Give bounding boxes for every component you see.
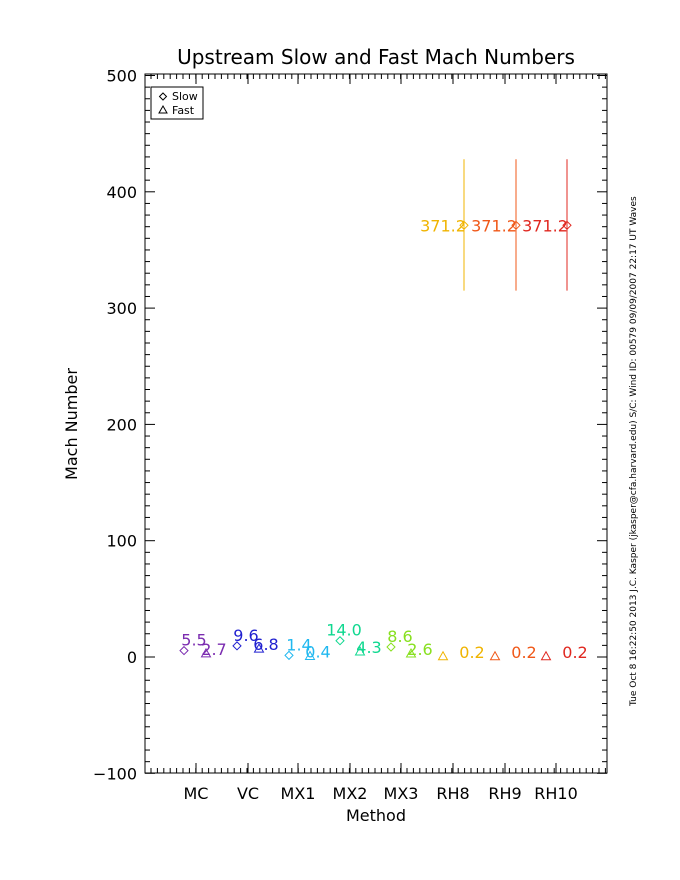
fast-value-label: 0.2 — [459, 643, 484, 662]
fast-point-triangle — [437, 650, 449, 661]
x-tick-label: MX1 — [281, 784, 316, 803]
plot-frame — [144, 73, 608, 774]
legend-fast-triangle-icon — [158, 104, 168, 114]
slow-point-diamond — [511, 220, 521, 231]
fast-point-triangle — [405, 647, 417, 658]
fast-point-triangle — [304, 650, 316, 661]
legend-box — [150, 86, 204, 120]
slow-point-diamond — [179, 645, 189, 656]
slow-point-diamond — [386, 642, 396, 652]
data-points: 5.52.7 9.66.8 1.40.4 14.04.3 8.62.6 371.2 0.2 3… — [179, 159, 588, 662]
slow-value-label: 371.2 — [420, 216, 466, 235]
slow-value-label: 371.2 — [471, 216, 517, 235]
fast-point-triangle — [200, 647, 212, 658]
slow-value-label: 1.4 — [286, 635, 311, 654]
slow-value-label: 5.5 — [181, 631, 206, 650]
slow-value-label: 14.0 — [326, 621, 362, 640]
slow-point-diamond — [284, 650, 294, 661]
slow-point-diamond — [232, 641, 242, 651]
fast-value-label: 2.7 — [201, 640, 226, 659]
fast-point-triangle — [354, 645, 366, 656]
slow-value-label: 371.2 — [522, 216, 568, 235]
x-tick-label: RH9 — [488, 784, 521, 803]
y-tick-label: 300 — [106, 299, 137, 318]
x-tick-label: MC — [184, 784, 209, 803]
y-tick-label: 200 — [106, 415, 137, 434]
slow-value-label: 9.6 — [233, 626, 258, 645]
chart-title: Upstream Slow and Fast Mach Numbers — [177, 45, 575, 69]
legend-fast-label: Fast — [172, 104, 195, 117]
x-tick-label: RH8 — [436, 784, 469, 803]
fast-value-label: 0.2 — [562, 643, 587, 662]
fast-value-label: 0.4 — [305, 643, 330, 662]
x-tick-label: VC — [237, 784, 259, 803]
slow-point-diamond — [459, 220, 469, 231]
y-axis-label: Mach Number — [62, 368, 81, 480]
legend: Slow Fast — [150, 86, 204, 120]
slow-point-diamond — [335, 636, 345, 646]
fast-value-label: 2.6 — [407, 640, 432, 659]
legend-slow-label: Slow — [172, 90, 198, 103]
fast-value-label: 0.2 — [511, 643, 536, 662]
y-tick-label: 0 — [127, 648, 137, 667]
y-tick-label: 100 — [106, 532, 137, 551]
side-annotation: Tue Oct 8 16:22:50 2013 J.C. Kasper (jka… — [629, 196, 639, 707]
x-tick-label: MX3 — [384, 784, 419, 803]
x-tick-label: RH10 — [534, 784, 578, 803]
y-tick-label: −100 — [93, 764, 137, 783]
axis-ticks: −100 0 100 200 300 400 500 MC VC MX1 MX2 MX3 RH8 RH9 R… — [93, 67, 607, 803]
fast-point-triangle — [489, 650, 501, 661]
fast-point-triangle — [253, 643, 265, 653]
slow-value-label: 8.6 — [387, 627, 412, 646]
y-tick-label: 500 — [106, 67, 137, 86]
fast-value-label: 4.3 — [356, 638, 381, 657]
slow-point-diamond — [562, 220, 572, 231]
fast-point-triangle — [540, 650, 552, 661]
x-axis-label: Method — [346, 806, 406, 825]
legend-slow-diamond-icon — [158, 92, 168, 101]
fast-value-label: 6.8 — [253, 635, 278, 654]
y-tick-label: 400 — [106, 183, 137, 202]
x-tick-label: MX2 — [333, 784, 368, 803]
